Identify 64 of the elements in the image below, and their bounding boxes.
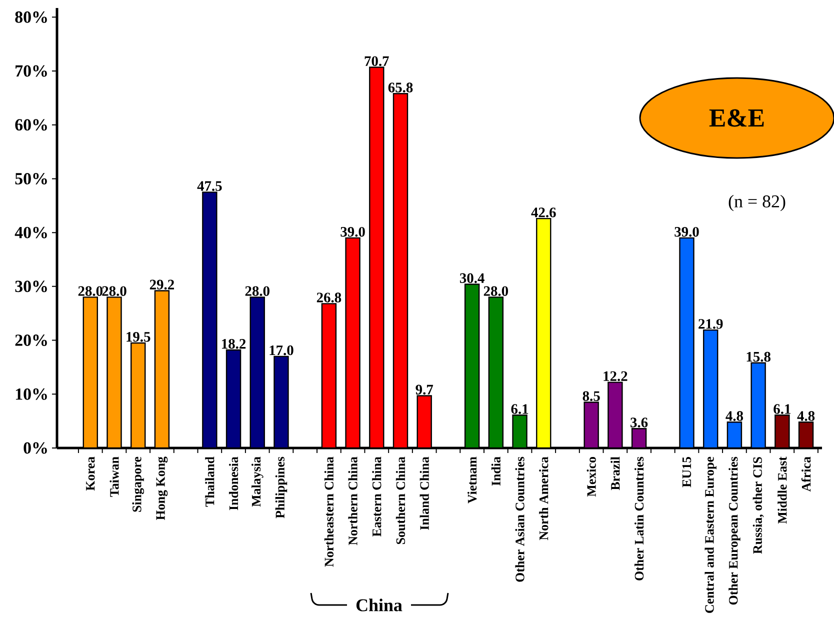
data-label: 17.0 xyxy=(270,345,294,356)
x-tick-label: Hong Kong xyxy=(156,456,168,520)
data-label: 19.5 xyxy=(126,332,150,342)
data-label: 8.5 xyxy=(582,391,600,402)
data-label: 4.8 xyxy=(797,411,815,421)
data-label: 6.1 xyxy=(774,404,790,414)
data-label: 39.0 xyxy=(674,226,699,237)
data-label: 3.6 xyxy=(630,418,648,428)
x-tick-label: Taiwan xyxy=(110,456,119,497)
x-tick-label: Middle East xyxy=(778,456,787,524)
data-label: 18.2 xyxy=(222,338,246,349)
y-tick-label: 70% xyxy=(16,65,47,77)
data-label: 30.4 xyxy=(460,273,484,284)
x-tick-label: Central and Eastern Europe xyxy=(704,456,716,613)
x-tick-label: Other Asian Countries xyxy=(515,456,524,582)
data-label: 47.5 xyxy=(197,181,222,191)
x-tick-label: Malaysia xyxy=(251,456,264,507)
data-label: 28.0 xyxy=(484,286,508,296)
y-tick-label: 40% xyxy=(14,226,47,238)
x-tick-label: Mexico xyxy=(586,457,596,497)
x-tick-label: Brazil xyxy=(610,456,620,490)
x-tick-label: Thailand xyxy=(205,456,214,507)
y-tick-label: 30% xyxy=(15,280,47,292)
data-label: 28.0 xyxy=(102,286,126,296)
annotation: (n = 82) xyxy=(728,194,786,212)
data-label: 28.0 xyxy=(78,286,102,296)
data-label: 28.0 xyxy=(245,286,270,296)
data-label: 39.0 xyxy=(340,226,365,237)
data-label: 9.7 xyxy=(416,384,434,395)
data-label: 4.8 xyxy=(726,411,744,421)
x-tick-label: North America xyxy=(539,456,548,540)
x-tick-label: Philippines xyxy=(275,456,288,518)
x-tick-label: Other Latin Countries xyxy=(634,456,644,580)
data-label: 70.7 xyxy=(364,56,389,66)
x-tick-label: Southern China xyxy=(396,456,406,544)
x-tick-label: Eastern China xyxy=(372,456,382,537)
y-tick-label: 80% xyxy=(15,11,47,23)
data-label: 26.8 xyxy=(316,292,342,302)
x-tick-label: Inland China xyxy=(420,456,429,530)
x-tick-label: Vietnam xyxy=(467,456,477,504)
x-tick-label: Korea xyxy=(86,456,95,491)
x-tick-label: Indonesia xyxy=(228,456,238,510)
y-tick-label: 20% xyxy=(15,334,47,346)
x-tick-label: Africa xyxy=(801,456,811,492)
x-tick-label: EU15 xyxy=(682,457,692,488)
data-label: 6.1 xyxy=(511,404,528,414)
x-tick-label: Singapore xyxy=(132,456,144,512)
x-tick-label: Northern China xyxy=(348,456,358,546)
y-tick-label: 60% xyxy=(15,119,47,131)
y-tick-label: 10% xyxy=(16,388,47,400)
data-label: 15.8 xyxy=(746,352,770,362)
y-tick-label: 0% xyxy=(24,442,47,454)
annotation: E&E xyxy=(709,109,764,127)
data-label: 29.2 xyxy=(150,280,174,290)
x-tick-label: Russia, other CIS xyxy=(752,457,764,554)
data-label: 42.6 xyxy=(531,208,556,218)
data-label: 21.9 xyxy=(698,319,723,329)
y-tick-label: 50% xyxy=(15,172,47,184)
x-tick-label: India xyxy=(491,456,500,486)
data-label: 65.8 xyxy=(388,82,413,92)
x-tick-label: Northeastern China xyxy=(324,456,334,567)
x-tick-label: Other European Countries xyxy=(728,456,740,605)
text: China xyxy=(356,598,402,612)
data-label: 12.2 xyxy=(604,371,628,382)
